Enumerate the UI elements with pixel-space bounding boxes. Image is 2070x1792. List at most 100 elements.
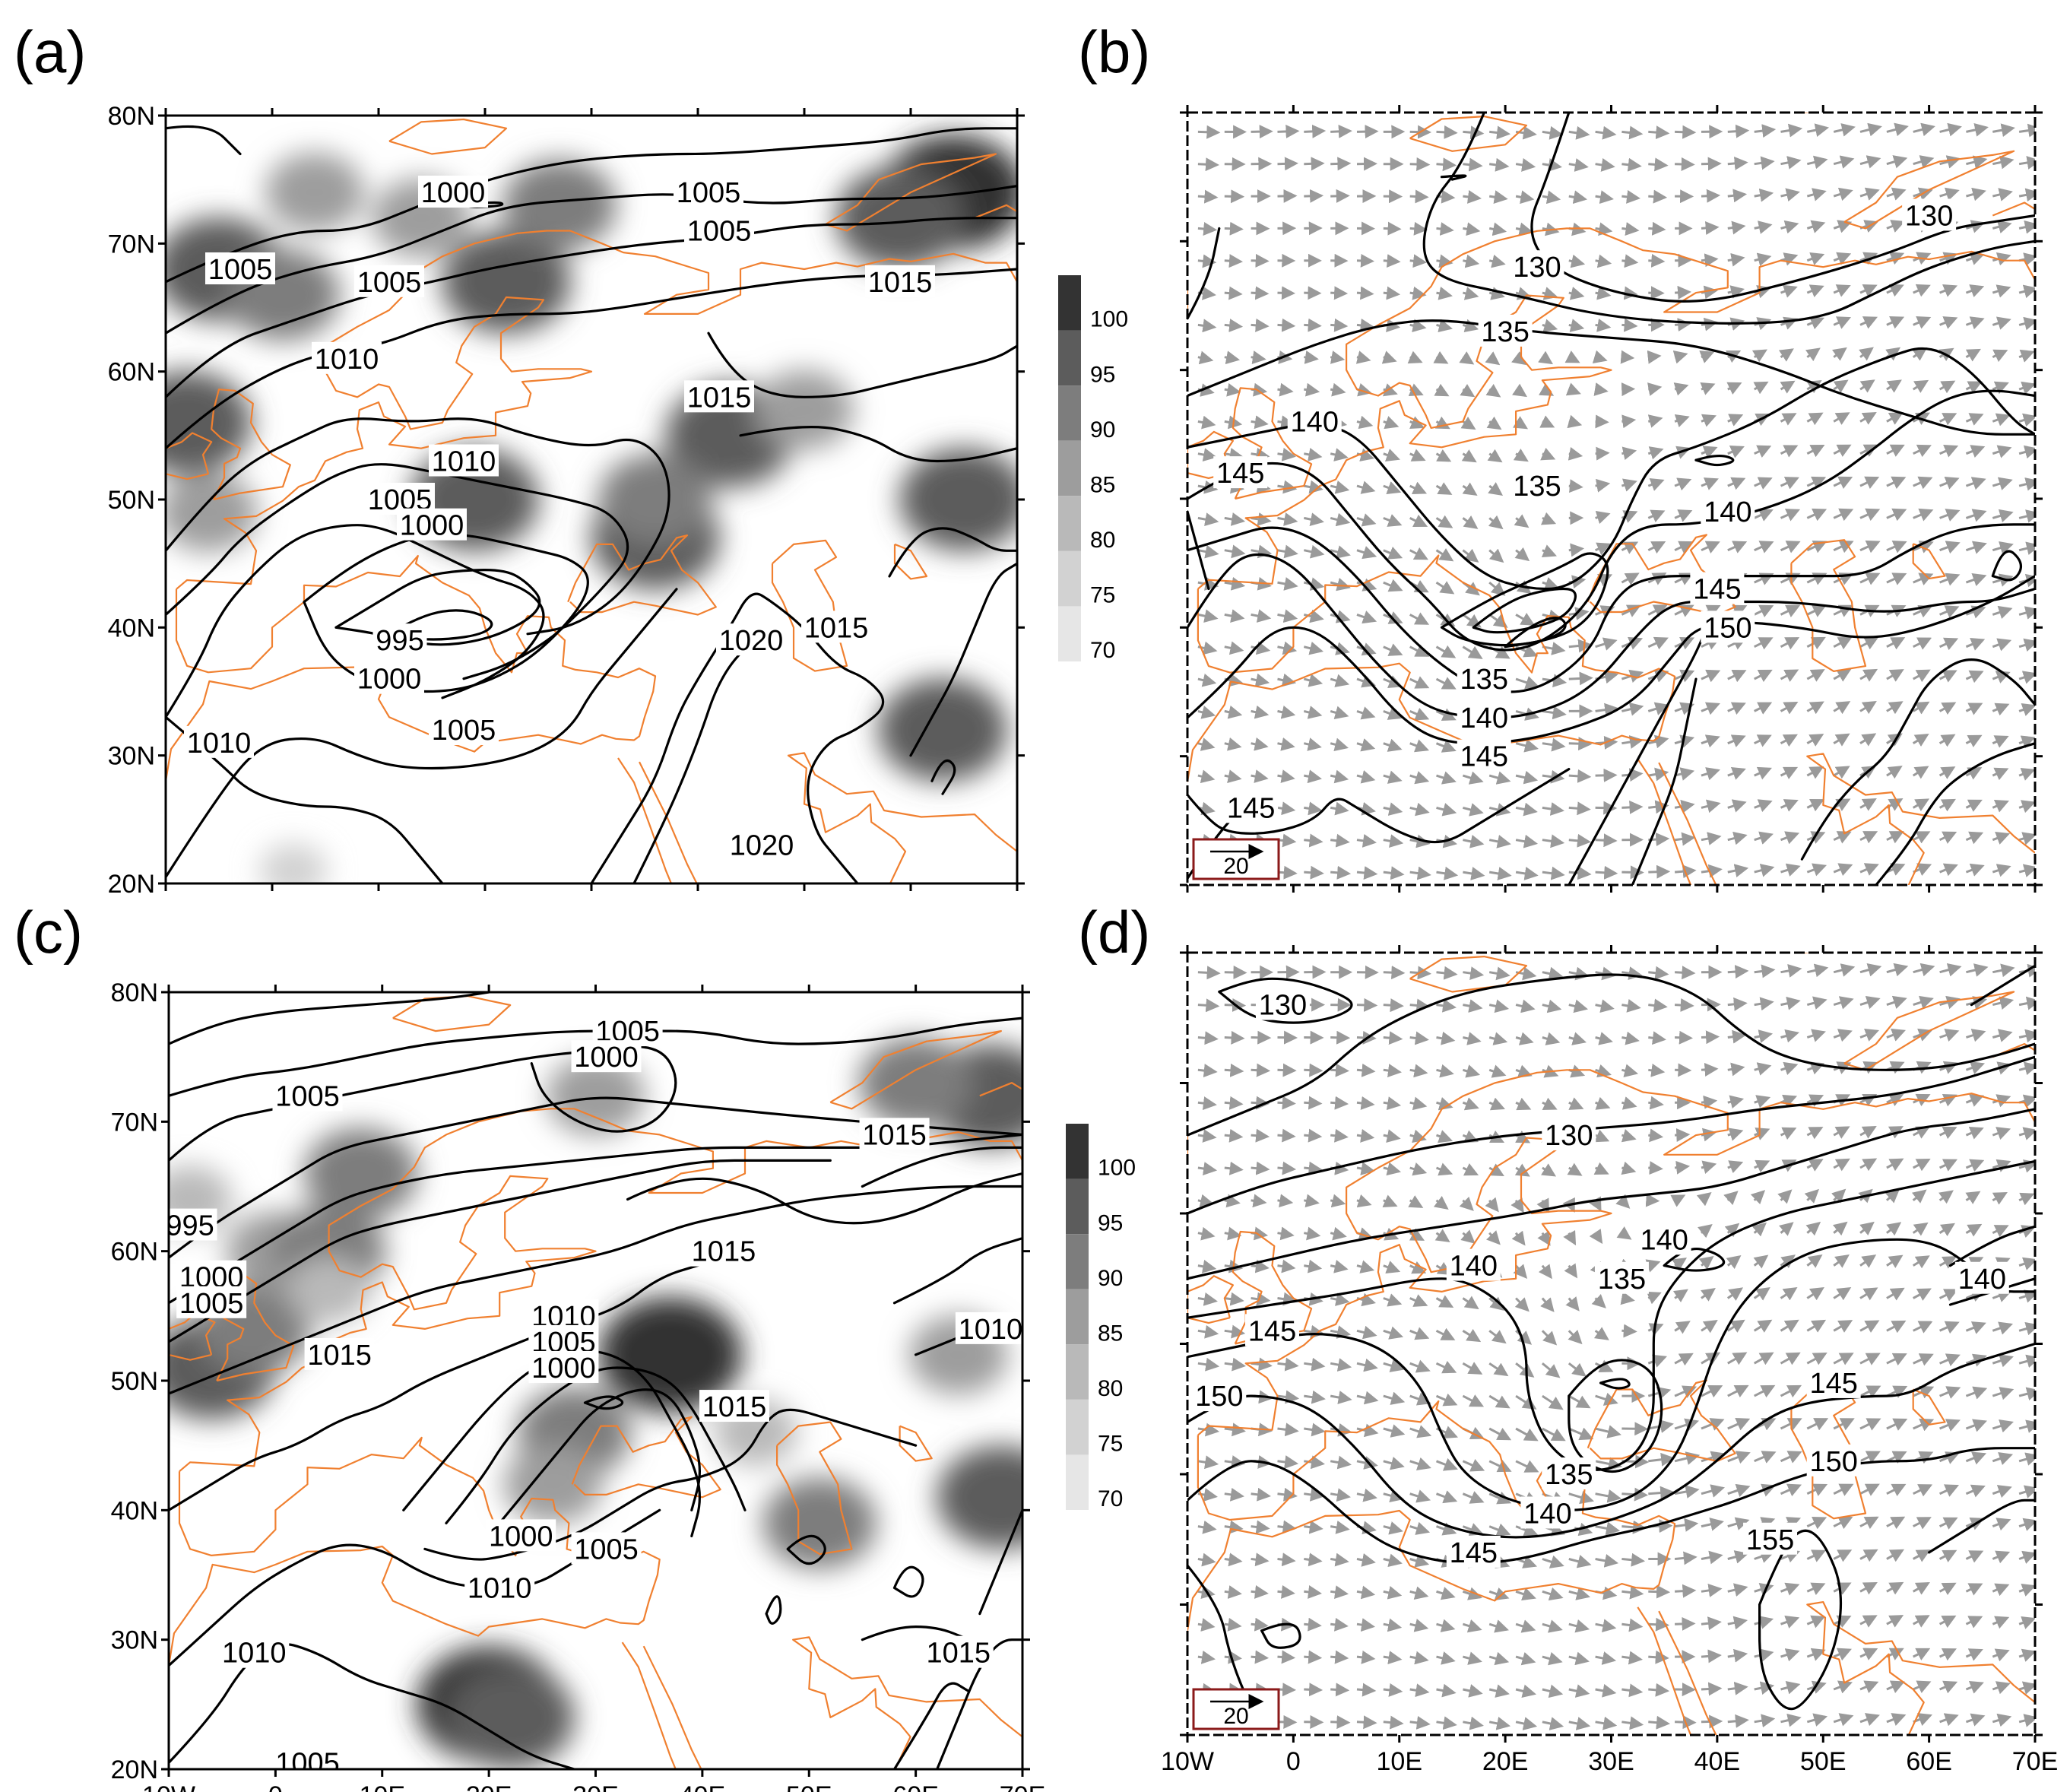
wind-arrow — [1197, 706, 1216, 719]
wind-arrow — [1886, 766, 1903, 779]
wind-arrow — [1912, 412, 1931, 425]
panel-label-b: (b) — [1078, 18, 1150, 85]
wind-arrow — [1806, 734, 1824, 747]
coastline — [392, 995, 512, 1032]
wind-arrow — [1621, 414, 1637, 429]
panel-label-d: (d) — [1078, 899, 1150, 966]
wind-arrow — [1966, 155, 1988, 169]
wind-arrow — [1568, 287, 1585, 300]
contour-label: 1010 — [959, 1314, 1023, 1346]
coastline — [179, 1108, 1022, 1473]
shaded-patch — [166, 472, 258, 552]
wind-arrow — [1515, 222, 1533, 236]
wind-arrow — [1886, 379, 1902, 393]
contour-label: 1005 — [275, 1747, 340, 1779]
wind-arrow — [1701, 414, 1717, 427]
wind-arrow — [1912, 798, 1930, 812]
wind-arrow — [1383, 1715, 1404, 1730]
wind-arrow — [1965, 799, 1983, 812]
wind-arrow — [1859, 636, 1879, 650]
contour-line — [445, 1366, 747, 1524]
wind-arrow — [1754, 637, 1774, 650]
wind-arrow — [1647, 604, 1668, 617]
contour-line — [166, 268, 1017, 450]
contour-label: 1005 — [432, 715, 496, 747]
wind-arrow — [1965, 863, 1985, 877]
contour-label-bg — [184, 725, 254, 758]
axis-ticks — [1180, 105, 2043, 893]
lon-tick-label: 20E — [1482, 1747, 1529, 1776]
wind-arrow — [1277, 1683, 1297, 1697]
wind-arrow — [1595, 222, 1613, 236]
wind-arrow — [1754, 541, 1774, 553]
wind-arrow — [1754, 220, 1773, 234]
wind-arrow — [1381, 350, 1397, 364]
lon-tick-label: 10E — [1377, 1747, 1423, 1776]
contour-label: 1015 — [862, 1119, 927, 1151]
wind-arrow — [1647, 414, 1663, 428]
wind-arrow — [1488, 835, 1511, 848]
wind-arrow — [1251, 350, 1266, 364]
lon-tick-label: 50E — [1800, 1747, 1847, 1776]
contour-label: 1005 — [208, 254, 273, 286]
wind-arrow — [1620, 350, 1635, 364]
wind-arrow — [1197, 737, 1216, 751]
wind-arrow — [1304, 448, 1323, 461]
wind-arrow — [1939, 316, 1958, 329]
wind-arrow — [1383, 834, 1404, 848]
contour-label: 145 — [1450, 1537, 1498, 1569]
wind-arrow — [1833, 155, 1855, 169]
wind-arrow — [1383, 481, 1402, 494]
contour-label: 1010 — [468, 1573, 532, 1605]
wind-arrow — [1277, 124, 1300, 138]
wind-arrow — [1938, 637, 1959, 651]
wind-arrow — [1938, 831, 1957, 844]
contour-line — [765, 1595, 782, 1625]
panel-d-wind-map: 130 130 140 140 135 140 145 150 145 150 135 140 145 1… — [1161, 945, 2058, 1776]
contour-labels: 1000 1005 1005 1005 1005 1015 1010 1015 1010 1005… — [184, 176, 935, 862]
wind-arrow — [1488, 867, 1512, 880]
wind-arrow — [1356, 611, 1377, 624]
wind-arrow — [1277, 641, 1298, 655]
wind-arrow — [1356, 318, 1374, 332]
wind-arrow — [2018, 703, 2035, 716]
lon-tick-label: 10E — [360, 1781, 406, 1792]
wind-arrow — [1992, 703, 2010, 716]
wind-arrow — [1383, 254, 1401, 268]
contour-label-bg — [1457, 662, 1511, 695]
contour-line — [166, 217, 1017, 398]
contour-label-bg — [716, 623, 786, 656]
wind-arrow — [1912, 766, 1929, 779]
wind-arrow — [1647, 541, 1666, 554]
wind-arrow — [1754, 734, 1772, 747]
wind-arrow — [1886, 669, 1904, 682]
contour-label: 1010 — [187, 728, 252, 760]
wind-arrow — [1356, 546, 1377, 560]
contour-label-bg — [1213, 456, 1268, 489]
wind-arrow — [1780, 863, 1801, 877]
wind-arrow — [1304, 382, 1320, 397]
wind-arrow — [1674, 414, 1690, 428]
wind-arrow — [1224, 1096, 1244, 1110]
wind-arrow — [1859, 733, 1877, 747]
contour-label-bg — [312, 341, 382, 374]
wind-arrow — [1645, 1193, 1660, 1207]
contour-line — [1875, 742, 2035, 885]
wind-arrow — [2018, 671, 2035, 684]
wind-arrow — [1621, 189, 1640, 204]
wind-arrow — [1886, 508, 1907, 522]
wind-arrow — [1383, 966, 1406, 980]
shaded-patch — [546, 1056, 645, 1136]
wind-arrow — [1913, 637, 1932, 650]
contour-label: 135 — [1481, 316, 1529, 348]
wind-arrow — [1488, 803, 1511, 817]
contour-label: 1005 — [574, 1534, 639, 1565]
wind-arrow — [1197, 609, 1219, 623]
wind-arrow — [1701, 1062, 1719, 1077]
contour-label: 1015 — [927, 1638, 991, 1670]
wind-arrow — [1806, 188, 1827, 201]
contour-label: 1020 — [719, 625, 784, 657]
wind-arrow — [1409, 866, 1431, 880]
lon-tick-label: 0 — [268, 1781, 283, 1792]
wind-arrow — [1383, 770, 1403, 784]
